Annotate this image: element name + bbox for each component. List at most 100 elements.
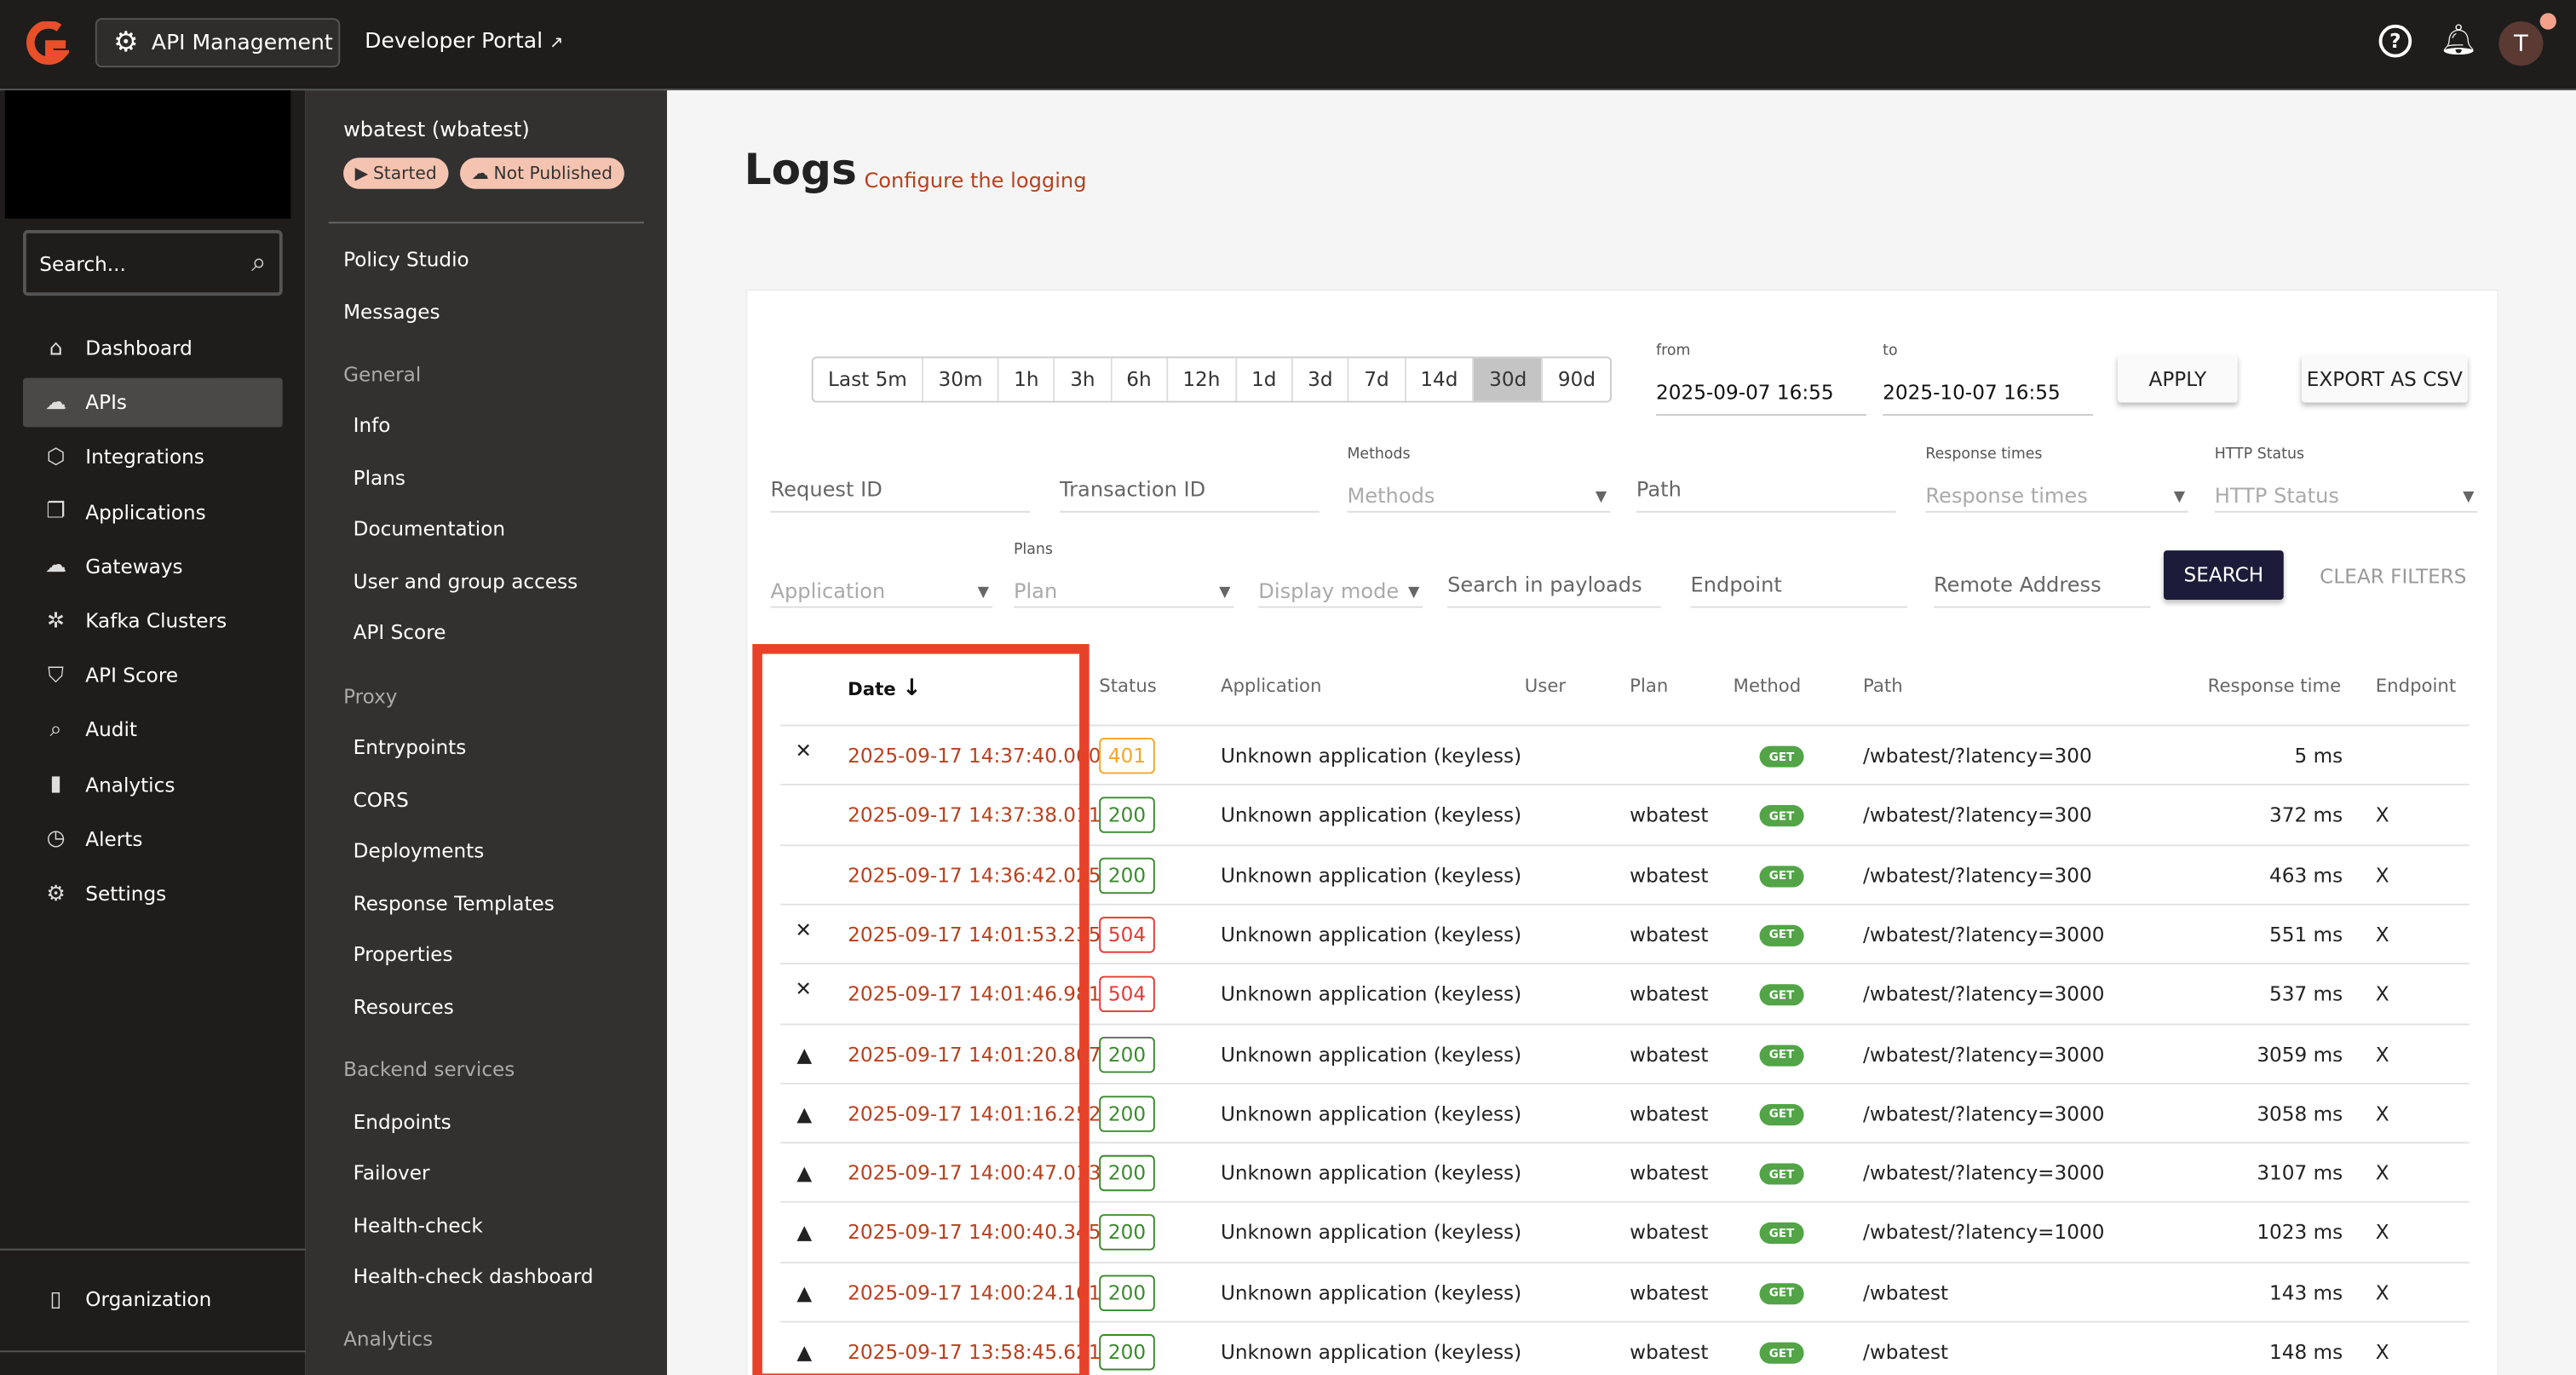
menu-item-cors[interactable]: CORS <box>353 788 409 812</box>
from-date-input[interactable]: 2025-09-07 16:55 <box>1656 381 1866 416</box>
methods-select[interactable]: Methods ▼ <box>1347 483 1611 513</box>
sidebar-item-applications[interactable]: ❐ Applications <box>23 487 283 537</box>
sidebar-item-apis[interactable]: ☁ APIs <box>23 377 283 428</box>
sidebar-item-dashboard[interactable]: ⌂ Dashboard <box>23 324 283 373</box>
log-date[interactable]: 2025-09-17 13:58:45.621 <box>848 1340 1101 1364</box>
log-date[interactable]: 2025-09-17 14:00:24.161 <box>848 1280 1101 1304</box>
endpoint-input[interactable]: Endpoint <box>1690 572 1908 608</box>
time-range-90d[interactable]: 90d <box>1557 368 1596 392</box>
request-id-input[interactable]: Request ID <box>770 476 1031 513</box>
table-row[interactable]: ▲ 2025-09-17 13:58:45.621 200 Unknown ap… <box>780 1320 2470 1375</box>
response-times-select[interactable]: Response times ▼ <box>1925 483 2188 513</box>
menu-item-user-and-group-access[interactable]: User and group access <box>353 570 578 594</box>
table-row[interactable]: ✕ 2025-09-17 14:37:40.060 401 Unknown ap… <box>780 724 2470 785</box>
menu-item-messages[interactable]: Messages <box>343 300 440 324</box>
to-date-input[interactable]: 2025-10-07 16:55 <box>1883 381 2094 416</box>
log-date[interactable]: 2025-09-17 14:01:16.252 <box>848 1102 1101 1125</box>
http-status-select[interactable]: HTTP Status ▼ <box>2214 483 2478 513</box>
time-range-3h[interactable]: 3h <box>1055 358 1112 401</box>
log-date[interactable]: 2025-09-17 14:01:20.867 <box>848 1042 1101 1066</box>
time-range-7d[interactable]: 7d <box>1349 358 1406 401</box>
log-date[interactable]: 2025-09-17 14:37:40.060 <box>848 744 1101 768</box>
menu-item-documentation[interactable]: Documentation <box>353 517 506 541</box>
menu-item-health-check-dashboard[interactable]: Health-check dashboard <box>353 1265 594 1289</box>
table-row[interactable]: ▲ 2025-09-17 14:00:40.345 200 Unknown ap… <box>780 1201 2470 1262</box>
table-row[interactable]: ▲ 2025-09-17 14:01:16.252 200 Unknown ap… <box>780 1082 2470 1142</box>
sidebar-item-audit[interactable]: ⌕ Audit <box>23 705 283 755</box>
time-range-14d[interactable]: 14d <box>1406 358 1475 401</box>
sort-desc-icon[interactable]: ↓ <box>902 675 922 702</box>
search-input[interactable]: Search... ⌕ <box>23 230 283 296</box>
application-select[interactable]: Application ▼ <box>770 578 992 608</box>
log-date[interactable]: 2025-09-17 14:36:42.025 <box>848 863 1101 887</box>
log-date[interactable]: 2025-09-17 14:00:40.345 <box>848 1221 1101 1245</box>
menu-item-info[interactable]: Info <box>353 414 391 438</box>
time-range-30d[interactable]: 30d <box>1474 358 1544 401</box>
column-header-date[interactable]: Date ↓ <box>848 675 922 702</box>
time-range-6h[interactable]: 6h <box>1112 358 1168 401</box>
log-date[interactable]: 2025-09-17 14:37:38.011 <box>848 803 1101 827</box>
sidebar-item-organization[interactable]: ▯ Organization <box>23 1275 283 1325</box>
divider <box>0 1350 306 1353</box>
menu-item-health-check[interactable]: Health-check <box>353 1214 483 1238</box>
time-range-30m[interactable]: 30m <box>923 358 999 401</box>
sidebar-item-integrations[interactable]: ⬡ Integrations <box>23 433 283 482</box>
time-range-1h[interactable]: 1h <box>999 358 1055 401</box>
plan-select[interactable]: Plan ▼ <box>1013 578 1234 608</box>
table-row[interactable]: 2025-09-17 14:37:38.011 200 Unknown appl… <box>780 784 2470 844</box>
menu-item-plans[interactable]: Plans <box>353 466 405 490</box>
log-date[interactable]: 2025-09-17 14:01:46.981 <box>848 982 1101 1006</box>
log-date[interactable]: 2025-09-17 14:01:53.235 <box>848 923 1101 946</box>
column-header-response-time: Response time <box>2207 675 2342 697</box>
status-badge: 200 <box>1099 797 1155 834</box>
menu-item-deployments[interactable]: Deployments <box>353 839 485 863</box>
export-csv-button[interactable]: EXPORT AS CSV <box>2301 354 2468 403</box>
time-range-last-5m[interactable]: Last 5m <box>814 358 924 401</box>
remote-address-input[interactable]: Remote Address <box>1933 572 2151 608</box>
time-range-3d[interactable]: 3d <box>1293 358 1349 401</box>
table-row[interactable]: ✕ 2025-09-17 14:01:46.981 504 Unknown ap… <box>780 963 2470 1023</box>
apply-button[interactable]: APPLY <box>2117 354 2238 403</box>
cloud-icon: ☁ <box>45 390 67 416</box>
help-icon[interactable]: ? <box>2378 24 2412 58</box>
table-row[interactable]: 2025-09-17 14:36:42.025 200 Unknown appl… <box>780 843 2470 904</box>
search-button[interactable]: SEARCH <box>2163 550 2284 600</box>
menu-item-endpoints[interactable]: Endpoints <box>353 1110 451 1134</box>
menu-item-api-score[interactable]: API Score <box>353 621 446 645</box>
sidebar-item-settings[interactable]: ⚙ Settings <box>23 869 283 918</box>
section-header-general: General <box>343 363 422 387</box>
time-range-12h[interactable]: 12h <box>1168 358 1237 401</box>
log-date[interactable]: 2025-09-17 14:00:47.013 <box>848 1161 1101 1185</box>
avatar[interactable]: T <box>2498 21 2544 66</box>
menu-item-policy-studio[interactable]: Policy Studio <box>343 248 469 272</box>
clear-filters-button[interactable]: CLEAR FILTERS <box>2320 565 2467 589</box>
developer-portal-link[interactable]: Developer Portal ↗ <box>365 29 564 55</box>
table-row[interactable]: ▲ 2025-09-17 14:00:47.013 200 Unknown ap… <box>780 1142 2470 1202</box>
table-row[interactable]: ▲ 2025-09-17 14:00:24.161 200 Unknown ap… <box>780 1261 2470 1321</box>
plan-cell: wbatest <box>1630 863 1709 887</box>
menu-item-failover[interactable]: Failover <box>353 1161 430 1185</box>
menu-item-response-templates[interactable]: Response Templates <box>353 892 555 916</box>
gravitee-logo[interactable] <box>26 21 70 67</box>
bell-icon[interactable]: 🔔︎ <box>2439 23 2478 58</box>
path-cell: /wbatest <box>1863 1280 1949 1304</box>
sidebar-item-kafka-clusters[interactable]: ✲ Kafka Clusters <box>23 596 283 646</box>
time-range-1d[interactable]: 1d <box>1237 358 1293 401</box>
api-management-button[interactable]: ⚙ API Management <box>95 18 341 68</box>
sidebar-item-alerts[interactable]: ◷ Alerts <box>23 814 283 864</box>
sidebar-item-api-score[interactable]: ⛉ API Score <box>23 651 283 700</box>
table-row[interactable]: ✕ 2025-09-17 14:01:53.235 504 Unknown ap… <box>780 903 2470 964</box>
table-row[interactable]: ▲ 2025-09-17 14:01:20.867 200 Unknown ap… <box>780 1022 2470 1083</box>
configure-logging-link[interactable]: Configure the logging <box>864 167 1087 193</box>
search-payloads-input[interactable]: Search in payloads <box>1447 572 1661 608</box>
home-icon: ⌂ <box>49 336 63 361</box>
sidebar-item-gateways[interactable]: ☁ Gateways <box>23 542 283 591</box>
path-cell: /wbatest/?latency=3000 <box>1863 1161 2105 1185</box>
menu-item-properties[interactable]: Properties <box>353 943 453 967</box>
menu-item-resources[interactable]: Resources <box>353 995 454 1019</box>
display-mode-select[interactable]: Display mode ▼ <box>1258 578 1423 608</box>
sidebar-item-analytics[interactable]: ▮ Analytics <box>23 760 283 809</box>
menu-item-entrypoints[interactable]: Entrypoints <box>353 736 467 760</box>
transaction-id-input[interactable]: Transaction ID <box>1059 476 1320 513</box>
path-input[interactable]: Path <box>1636 476 1896 513</box>
